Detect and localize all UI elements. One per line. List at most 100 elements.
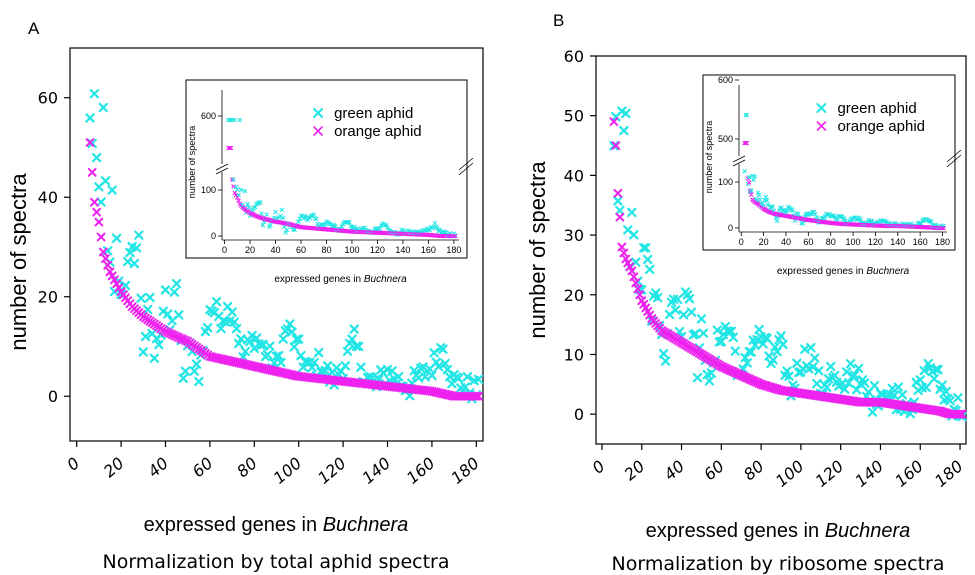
orange-aphid-point [107, 271, 117, 281]
inset-green-point [773, 215, 779, 220]
green-aphid-point [652, 292, 663, 303]
xtick-label: 0 [63, 454, 83, 475]
green-aphid-point [278, 334, 288, 344]
green-aphid-point [714, 337, 725, 347]
inset-green-point [237, 117, 242, 123]
xtick-label: 120 [314, 454, 350, 488]
green-aphid-point [746, 347, 756, 357]
green-aphid-point [762, 333, 772, 344]
green-aphid-point [349, 324, 359, 334]
green-aphid-point [933, 365, 943, 375]
xtick-label: 100 [270, 454, 306, 488]
inset-green-point [435, 226, 440, 231]
panel-a-ylabel: number of spectra [6, 173, 31, 351]
xtick-label: 160 [891, 457, 927, 491]
green-aphid-point [131, 243, 142, 253]
orange-aphid-point [103, 260, 113, 270]
inset-xtick-label: 80 [321, 245, 331, 255]
xtick-label: 0 [589, 457, 609, 478]
green-aphid-point [859, 378, 870, 388]
ytick-label: 0 [574, 405, 584, 424]
green-aphid-point [772, 346, 782, 357]
green-aphid-point [234, 338, 244, 349]
inset-orange-point [235, 195, 240, 200]
green-aphid-point [812, 378, 822, 389]
orange-aphid-point [621, 254, 631, 264]
xtick-label: 20 [621, 457, 649, 485]
inset-green-point [315, 221, 320, 226]
green-aphid-point [686, 307, 697, 317]
inset-green-point [868, 218, 874, 224]
green-aphid-point [202, 323, 213, 333]
inset-xtick-label: 100 [846, 237, 861, 247]
inset-green-point [311, 212, 316, 217]
inset-green-point [884, 219, 889, 224]
green-aphid-point [136, 293, 146, 303]
green-aphid-point [353, 341, 364, 352]
green-aphid-point [138, 347, 148, 357]
inset-green-point [758, 197, 763, 202]
inset-green-point [252, 204, 258, 210]
orange-aphid-point [114, 283, 124, 293]
orange-aphid-point [615, 212, 625, 222]
green-aphid-point [313, 347, 324, 358]
inset-green-point [260, 223, 265, 228]
panel-b-inset: 0 100 500 600 0 20 40 60 80 100 120 140 160 180 number… [702, 74, 962, 277]
inset-orange-point [453, 233, 458, 239]
green-aphid-point [216, 323, 226, 334]
green-aphid-point [808, 362, 818, 372]
green-aphid-point [453, 373, 464, 383]
green-aphid-point [893, 382, 904, 392]
green-aphid-point [830, 370, 840, 381]
inset-xtick-label: 120 [868, 237, 883, 247]
inset-ytick-label: 0 [728, 223, 733, 233]
inset-green-point [764, 198, 770, 203]
inset-green-point [843, 218, 848, 223]
orange-aphid-point [474, 391, 483, 401]
green-aphid-point [322, 361, 333, 371]
inset-green-point [760, 201, 765, 206]
inset-green-point [264, 212, 269, 217]
green-aphid-point [770, 342, 780, 352]
green-aphid-point [433, 361, 444, 372]
inset-green-point [815, 215, 820, 220]
inset-green-point [853, 215, 858, 220]
green-aphid-point [738, 364, 748, 374]
inset-axis-break [732, 155, 746, 167]
inset-green-point [235, 187, 240, 192]
green-aphid-point [351, 341, 362, 351]
panel-b-letter: B [553, 11, 564, 30]
panel-a-inset: 0 100 600 0 20 40 60 80 100 120 140 160 180 number of… [185, 79, 474, 285]
green-aphid-point [285, 319, 295, 329]
xtick-label: 60 [189, 454, 217, 482]
inset-xtick-label: 180 [446, 245, 461, 255]
green-aphid-point [289, 342, 299, 352]
green-aphid-point [211, 296, 222, 307]
inset-xtick-label: 180 [935, 237, 950, 247]
inset-green-point [831, 213, 837, 218]
orange-aphid-point [85, 138, 95, 147]
inset-green-point [749, 188, 754, 193]
green-aphid-point [442, 364, 453, 375]
green-aphid-point [189, 366, 200, 376]
panel-b-ylabel: number of spectra [525, 161, 550, 339]
legend-green-label: green aphid [837, 100, 916, 117]
inset-orange-point [744, 140, 749, 146]
inset-xtick-label: 140 [890, 237, 905, 247]
green-aphid-point [180, 366, 191, 376]
inset-axis-break [215, 163, 229, 175]
green-aphid-point [728, 332, 738, 343]
green-aphid-point [169, 287, 180, 297]
green-aphid-point [696, 314, 707, 324]
green-aphid-point [716, 336, 727, 347]
green-aphid-point [849, 370, 860, 380]
green-aphid-point [889, 390, 900, 401]
green-aphid-point [641, 243, 651, 253]
inset-green-point [756, 192, 762, 198]
green-aphid-point [953, 392, 963, 403]
xtick-label: 80 [740, 457, 768, 485]
inset-green-point [301, 216, 306, 221]
inset-green-point [882, 218, 887, 223]
inset-orange-point [749, 192, 754, 197]
